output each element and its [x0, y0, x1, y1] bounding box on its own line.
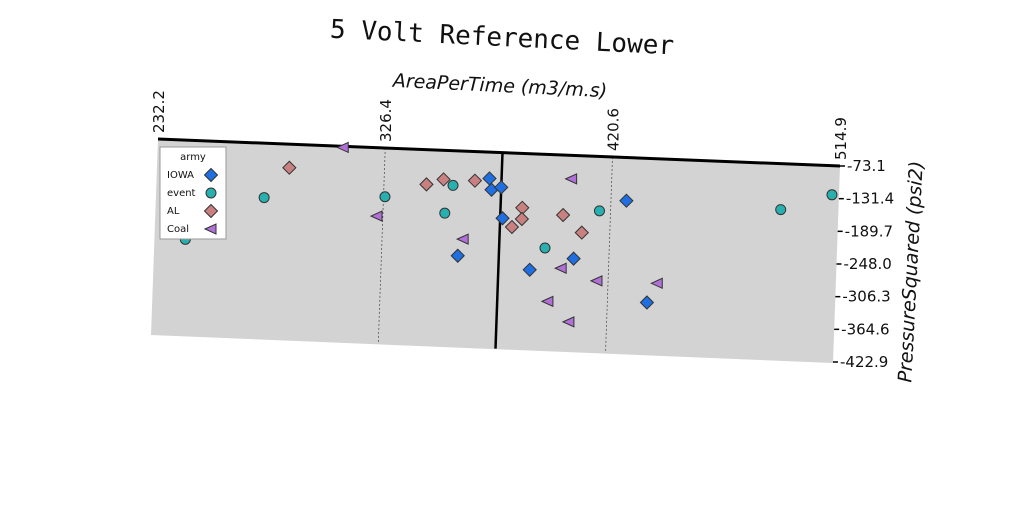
legend-label-coal: Coal	[167, 224, 189, 235]
x-tick-label: 326.4	[377, 99, 395, 142]
data-points	[179, 141, 838, 328]
data-point-al	[282, 160, 297, 175]
data-point-al	[574, 225, 589, 240]
y-tick-label: -73.1	[847, 157, 886, 175]
data-point-event	[258, 192, 270, 204]
tick-labels: 232.2 326.4 420.6 514.9-73.1 -131.4 -189.7 -24…	[150, 90, 894, 371]
y-axis-label-group: PressureSquared (psi2)	[894, 160, 928, 383]
x-axis-line	[157, 137, 841, 168]
data-point-al	[555, 207, 571, 223]
x-tick-label: 514.9	[832, 117, 850, 160]
data-point-coal	[540, 295, 554, 308]
data-point-iowa	[495, 211, 510, 226]
data-point-al	[436, 172, 451, 187]
x-axis-label: AreaPerTime (m3/m.s)	[390, 70, 607, 103]
y-tick-label: -306.3	[842, 288, 890, 306]
data-point-event	[539, 242, 551, 254]
legend-marker-coal	[203, 223, 217, 235]
legend: army IOWA event AL Coal	[159, 146, 227, 240]
legend-marker-iowa	[203, 167, 219, 183]
data-point-coal	[369, 210, 383, 222]
chart-title: 5 Volt Reference Lower	[329, 15, 674, 62]
grid-lines	[377, 147, 613, 354]
data-point-al	[419, 177, 434, 192]
data-point-iowa	[450, 248, 465, 263]
chart-title-group: 5 Volt Reference Lower	[329, 15, 674, 62]
y-tick-label: -364.6	[841, 320, 889, 338]
x-grid-line	[377, 147, 386, 345]
data-point-event	[447, 179, 459, 191]
y-tick-label: -422.9	[840, 353, 888, 371]
y-tick-label: -131.4	[846, 190, 894, 208]
data-point-event	[379, 191, 391, 203]
data-point-coal	[553, 262, 567, 275]
data-point-iowa	[639, 295, 655, 310]
data-point-coal	[561, 316, 575, 328]
data-point-iowa	[566, 251, 581, 266]
x-tick-label: 420.6	[605, 108, 623, 151]
legend-marker-event	[205, 187, 217, 199]
y-tick-label: -248.0	[844, 255, 892, 273]
data-point-al	[504, 219, 520, 235]
legend-marker-al	[203, 203, 219, 219]
data-point-coal	[336, 141, 349, 154]
legend-title: army	[180, 152, 206, 163]
legend-label-iowa: IOWA	[167, 170, 194, 181]
data-point-event	[826, 189, 838, 201]
y-tick-label: -189.7	[845, 222, 893, 240]
x-grid-line	[605, 156, 613, 354]
plot-area	[151, 139, 840, 363]
legend-label-al: AL	[167, 206, 180, 217]
data-point-coal	[589, 275, 603, 287]
data-point-event	[593, 205, 605, 217]
data-point-iowa	[619, 193, 634, 208]
data-point-event	[775, 204, 787, 216]
data-point-iowa	[522, 262, 537, 278]
x-axis-label-group: AreaPerTime (m3/m.s)	[390, 70, 607, 103]
y-axis-label: PressureSquared (psi2)	[894, 160, 928, 383]
data-point-iowa	[494, 180, 509, 195]
data-point-al	[467, 173, 483, 188]
data-point-coal	[650, 277, 663, 290]
data-point-event	[439, 207, 451, 219]
data-point-coal	[564, 173, 578, 185]
data-point-coal	[455, 233, 469, 245]
data-point-al	[514, 211, 530, 227]
x-tick-label: 232.2	[150, 90, 168, 133]
legend-label-event: event	[167, 188, 196, 199]
